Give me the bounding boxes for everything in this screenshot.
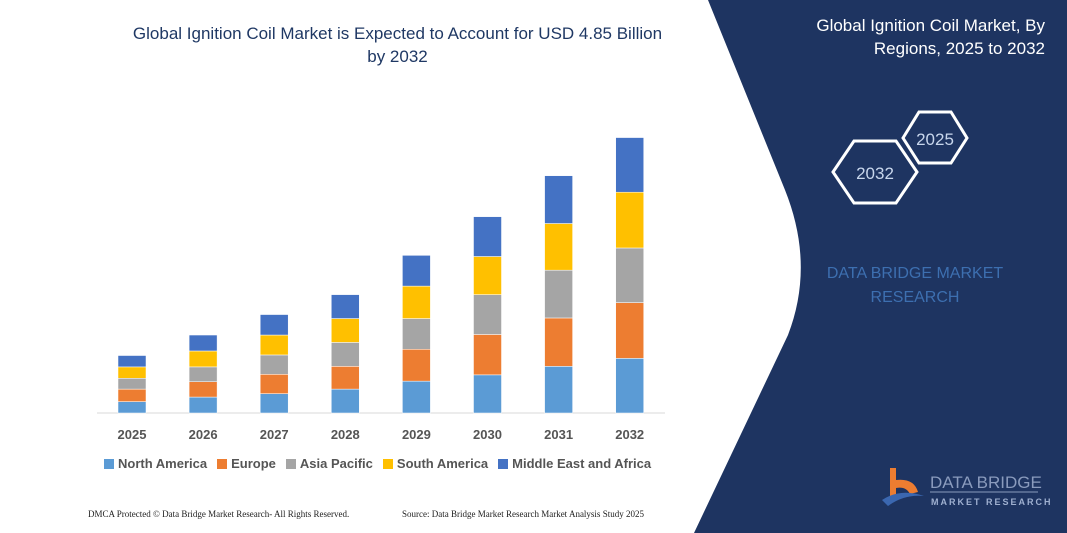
bar-segment-2031-south-america xyxy=(544,223,573,271)
bar-segment-2026-europe xyxy=(188,381,218,398)
bar-segment-2025-europe xyxy=(117,388,147,402)
bar-segment-2027-europe xyxy=(259,374,289,394)
bar-segment-2030-asia-pacific xyxy=(473,294,502,335)
bar-segment-2028-south-america xyxy=(331,318,360,343)
x-tick-label: 2028 xyxy=(331,427,360,442)
bar-segment-2029-asia-pacific xyxy=(402,318,431,350)
bar-segment-2031-north-america xyxy=(544,366,573,414)
page-title: Global Ignition Coil Market is Expected … xyxy=(90,22,705,68)
bar-segment-2029-europe xyxy=(402,349,431,382)
bar-segment-2025-north-america xyxy=(117,401,147,414)
bar-segment-2030-middle-east-and-africa xyxy=(473,216,502,257)
side-title-line-2: Regions, 2025 to 2032 xyxy=(873,39,1045,58)
side-panel-bg xyxy=(694,0,1067,533)
bar-segment-2030-north-america xyxy=(473,374,502,414)
bar-segment-2029-south-america xyxy=(402,285,431,319)
bar-segment-2025-middle-east-and-africa xyxy=(117,355,147,368)
x-tick-label: 2027 xyxy=(260,427,289,442)
watermark-line-2: RESEARCH xyxy=(870,289,960,306)
legend-label: South America xyxy=(396,456,489,471)
footer-source: Source: Data Bridge Market Research Mark… xyxy=(402,509,644,519)
legend-label: Asia Pacific xyxy=(299,456,373,471)
title-line-2: by 2032 xyxy=(367,47,428,66)
bar-segment-2031-middle-east-and-africa xyxy=(544,175,573,224)
legend-item: South America xyxy=(382,456,489,471)
bar-segment-2032-asia-pacific xyxy=(615,247,644,303)
side-panel-title: Global Ignition Coil Market, By Regions,… xyxy=(745,14,1045,60)
bar-segment-2028-europe xyxy=(331,366,360,390)
legend-swatch xyxy=(382,458,393,469)
bar-segment-2028-asia-pacific xyxy=(331,342,360,367)
bar-segment-2025-south-america xyxy=(117,366,147,379)
bar-segment-2026-middle-east-and-africa xyxy=(188,334,218,352)
bar-segment-2032-europe xyxy=(615,302,644,359)
bar-segment-2028-middle-east-and-africa xyxy=(331,294,360,319)
bar-segment-2026-asia-pacific xyxy=(188,366,218,382)
stacked-bar-chart: 2025 2026 2027 2028 2029 2030 2031 2032 xyxy=(97,137,665,442)
bar-segment-2027-south-america xyxy=(259,334,289,356)
bar-segment-2032-north-america xyxy=(615,358,644,414)
legend-label: Middle East and Africa xyxy=(512,456,652,471)
hex-label-2032: 2032 xyxy=(856,164,894,183)
bar-segment-2027-north-america xyxy=(259,393,289,414)
bar-segment-2030-europe xyxy=(473,334,502,376)
bar-segment-2028-north-america xyxy=(331,388,360,414)
legend-swatch xyxy=(104,458,114,469)
x-tick-label: 2032 xyxy=(615,427,644,442)
bar-segment-2029-middle-east-and-africa xyxy=(402,255,431,287)
watermark-text: DATA BRIDGE MARKET RESEARCH xyxy=(790,262,1040,310)
watermark-line-1: DATA BRIDGE MARKET xyxy=(826,265,1004,282)
legend-swatch xyxy=(498,458,509,469)
logo-text: DATA BRIDGE xyxy=(930,473,1042,492)
bar-segment-2030-south-america xyxy=(473,256,502,295)
hexagon-2025 xyxy=(901,110,969,165)
x-tick-label: 2029 xyxy=(402,427,431,442)
bar-segment-2026-north-america xyxy=(188,396,218,414)
bar-segment-2031-asia-pacific xyxy=(544,269,573,319)
legend-swatch xyxy=(217,458,228,469)
bar-segment-2026-south-america xyxy=(188,350,218,368)
x-tick-label: 2030 xyxy=(473,427,502,442)
footer-copyright: DMCA Protected © Data Bridge Market Rese… xyxy=(88,509,350,519)
side-title-line-1: Global Ignition Coil Market, By xyxy=(816,16,1045,35)
bar-segment-2025-asia-pacific xyxy=(117,378,147,390)
legend-swatch xyxy=(285,458,296,469)
title-line-1: Global Ignition Coil Market is Expected … xyxy=(132,24,663,43)
bar-segment-2027-asia-pacific xyxy=(259,354,289,375)
bar-segment-2027-middle-east-and-africa xyxy=(259,314,289,336)
chart-legend: North America Europe Asia Pacific South Ame… xyxy=(104,456,651,471)
legend-label: Europe xyxy=(231,456,276,471)
legend-item: Asia Pacific xyxy=(285,456,373,471)
hex-label-2025: 2025 xyxy=(916,130,954,149)
logo-mark-icon xyxy=(890,468,918,496)
bar-segment-2029-north-america xyxy=(402,380,431,414)
bar-segment-2032-south-america xyxy=(615,191,644,249)
x-tick-label: 2026 xyxy=(189,427,218,442)
legend-item: Europe xyxy=(217,456,276,471)
x-tick-label: 2025 xyxy=(118,427,147,442)
legend-item: Middle East and Africa xyxy=(498,456,651,471)
legend-item: North America xyxy=(104,456,207,471)
bar-segment-2032-middle-east-and-africa xyxy=(615,137,644,193)
hexagon-2032 xyxy=(831,139,919,205)
x-tick-label: 2031 xyxy=(544,427,573,442)
legend-label: North America xyxy=(118,456,208,471)
bar-segment-2031-europe xyxy=(544,317,573,367)
logo-subtext: MARKET RESEARCH xyxy=(931,497,1053,507)
company-logo: DATA BRIDGE MARKET RESEARCH xyxy=(882,468,1053,507)
